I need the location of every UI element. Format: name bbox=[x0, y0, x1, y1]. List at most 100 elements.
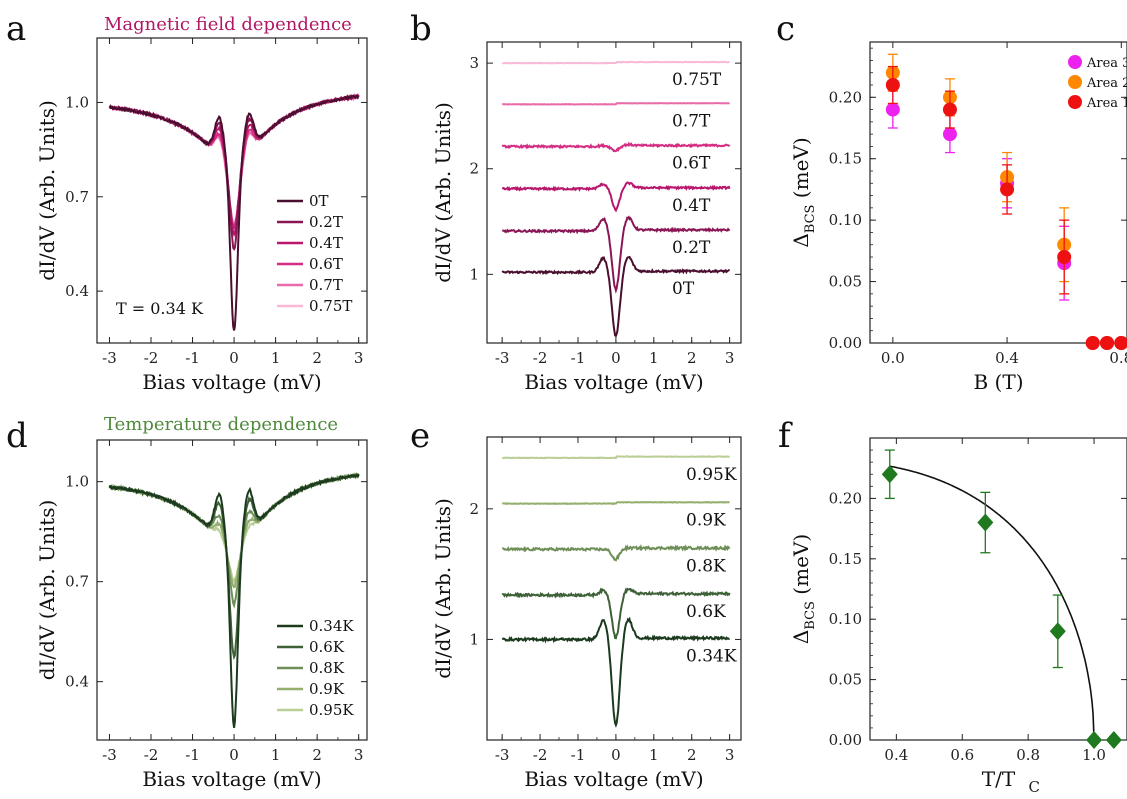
legend-label: 0.6T bbox=[309, 255, 343, 273]
x-tick-label: 2 bbox=[687, 746, 697, 764]
curve-label: 0.34K bbox=[686, 646, 737, 666]
x-tick-label: 0.4 bbox=[995, 349, 1019, 367]
panel-f: 0.4 0.6 0.8 1.0 0.00 0.05 0.10 0.15 0.20 T/T C ΔBCS… bbox=[789, 437, 1127, 796]
y-tick-label: 0.10 bbox=[829, 211, 862, 229]
x-tick-label: -2 bbox=[533, 746, 548, 764]
legend-label: 0.8K bbox=[309, 659, 345, 677]
y-axis-label: dI/dV (Arb. Units) bbox=[35, 500, 59, 681]
legend-label: 0.95K bbox=[309, 701, 354, 719]
x-tick-label: 0.0 bbox=[881, 349, 905, 367]
data-point-area-1 bbox=[1085, 336, 1100, 350]
series-line-0.95K bbox=[108, 472, 360, 584]
curve-label: 0.9K bbox=[686, 511, 726, 531]
panel-e: -3 -2 -1 0 1 2 3 1 2 Bias voltage (mV) dI/dV (Arb.… bbox=[431, 436, 742, 791]
x-tick-label: -3 bbox=[495, 746, 510, 764]
x-tick-label: 0 bbox=[229, 349, 239, 367]
data-point-area-3 bbox=[885, 102, 900, 117]
y-tick-label: 0.00 bbox=[829, 334, 862, 352]
x-tick-label: 2 bbox=[312, 746, 322, 764]
panel-letter-e: e bbox=[410, 416, 430, 456]
plot-frame bbox=[96, 439, 368, 741]
panel-d-title: Temperature dependence bbox=[104, 414, 338, 435]
data-point-diamond bbox=[977, 513, 994, 532]
y-tick-label: 0.20 bbox=[829, 489, 862, 507]
panel-letter-b: b bbox=[410, 9, 432, 49]
panel-c: 0.0 0.4 0.8 0.00 0.05 0.10 0.15 0.20 B (T) ΔBCS (… bbox=[789, 41, 1127, 394]
x-tick-label: 0.8 bbox=[1016, 746, 1040, 764]
y-tick-label: 0.10 bbox=[829, 610, 862, 628]
panel-d: -3 -2 -1 0 1 2 3 0.4 0.7 1.0 Bias voltage (mV) dI/d… bbox=[35, 439, 368, 791]
y-axis-label: dI/dV (Arb. Units) bbox=[431, 498, 455, 679]
y-tick-label: 1.0 bbox=[65, 93, 89, 111]
x-tick-label: 0 bbox=[611, 349, 621, 367]
x-tick-label: 1.0 bbox=[1082, 746, 1106, 764]
data-point-area-1 bbox=[1114, 336, 1127, 350]
x-tick-label: -1 bbox=[571, 746, 586, 764]
y-axis-label: ΔBCS (meV) bbox=[789, 534, 818, 644]
x-tick-label: 0.4 bbox=[884, 746, 908, 764]
curve-label: 0.75T bbox=[672, 70, 722, 90]
x-tick-label: 3 bbox=[354, 349, 364, 367]
curve-label: 0.6K bbox=[686, 602, 726, 622]
y-tick-label: 0.05 bbox=[829, 671, 862, 689]
legend-label: 0.2T bbox=[309, 213, 343, 231]
temperature-annotation: T = 0.34 K bbox=[116, 299, 204, 318]
series-line-0T bbox=[108, 94, 359, 331]
y-axis-label: ΔBCS (meV) bbox=[789, 137, 818, 247]
legend-label: 0.9K bbox=[309, 680, 345, 698]
legend-marker bbox=[1068, 75, 1082, 89]
series-line-0.9K bbox=[502, 500, 730, 506]
x-tick-label: -2 bbox=[144, 349, 159, 367]
legend-label: 0.6K bbox=[309, 638, 345, 656]
legend-marker bbox=[1068, 55, 1082, 69]
x-axis-label: Bias voltage (mV) bbox=[142, 767, 321, 791]
y-tick-label: 0.4 bbox=[65, 673, 89, 691]
panel-letter-f: f bbox=[778, 416, 793, 456]
x-tick-label: 1 bbox=[649, 746, 659, 764]
series-line-0.6T bbox=[501, 141, 731, 153]
x-tick-label: 1 bbox=[271, 349, 281, 367]
legend-label: 0.7T bbox=[309, 276, 343, 294]
series-line-0.8K bbox=[502, 544, 731, 562]
x-tick-label: 3 bbox=[725, 349, 735, 367]
legend-label: 0.4T bbox=[309, 234, 343, 252]
y-tick-label: 3 bbox=[469, 54, 479, 72]
plot-frame bbox=[869, 437, 1127, 741]
series-line-0.75T bbox=[501, 60, 730, 65]
x-tick-label: 2 bbox=[687, 349, 697, 367]
panel-letter-d: d bbox=[6, 416, 28, 456]
x-tick-label: -2 bbox=[144, 746, 159, 764]
data-point-diamond bbox=[1086, 731, 1103, 749]
x-tick-label: 2 bbox=[312, 349, 322, 367]
legend-label: 0.34K bbox=[309, 617, 354, 635]
x-tick-label: -3 bbox=[495, 349, 510, 367]
x-axis-label: Bias voltage (mV) bbox=[524, 767, 703, 791]
series-line-0.6K bbox=[501, 587, 731, 640]
curve-label: 0.95K bbox=[686, 465, 737, 485]
x-tick-label: 1 bbox=[649, 349, 659, 367]
y-tick-label: 1 bbox=[469, 630, 479, 648]
x-tick-label: -1 bbox=[185, 349, 200, 367]
y-tick-label: 2 bbox=[469, 500, 479, 518]
curve-label: 0.8K bbox=[686, 556, 726, 576]
legend-label: Area 2 bbox=[1086, 76, 1127, 91]
panel-letter-a: a bbox=[6, 9, 26, 49]
x-axis-label: T/T bbox=[982, 767, 1016, 791]
x-axis-label: Bias voltage (mV) bbox=[142, 370, 321, 394]
data-point-area-1 bbox=[942, 102, 957, 117]
x-tick-label: 0.6 bbox=[950, 746, 974, 764]
y-tick-label: 0.7 bbox=[65, 573, 89, 591]
x-tick-label: 0.8 bbox=[1109, 349, 1127, 367]
plot-layer: -3 -2 -1 0 1 2 3 0.4 0.7 1.0 Bias voltage (mV) dI/d… bbox=[35, 37, 1127, 796]
y-tick-label: 0.20 bbox=[829, 88, 862, 106]
panel-letter-c: c bbox=[776, 9, 795, 49]
series-line-0T bbox=[501, 255, 731, 338]
y-tick-label: 0.4 bbox=[65, 282, 89, 300]
x-tick-label: 3 bbox=[354, 746, 364, 764]
x-axis-label: Bias voltage (mV) bbox=[524, 370, 703, 394]
curve-label: 0.2T bbox=[672, 238, 711, 258]
data-point-area-1 bbox=[1000, 182, 1015, 197]
series-line-0.2T bbox=[502, 215, 731, 294]
y-tick-label: 1.0 bbox=[65, 473, 89, 491]
